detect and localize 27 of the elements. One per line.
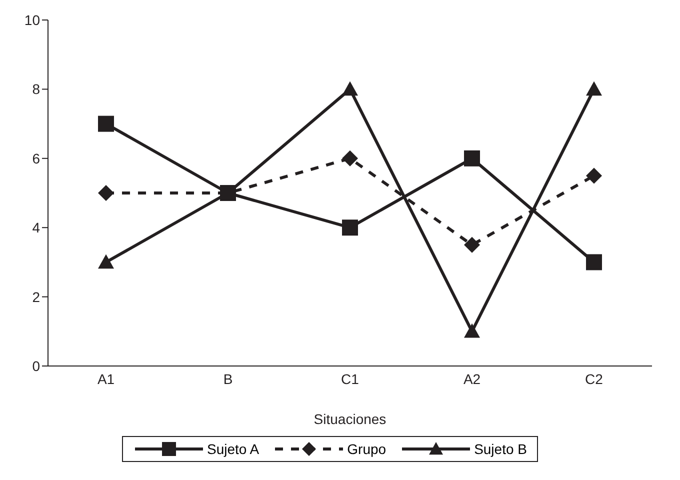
- x-tick-label: A1: [97, 370, 115, 387]
- point: [342, 81, 358, 96]
- point: [464, 323, 480, 338]
- x-tick-label: A2: [463, 370, 481, 387]
- y-tick-label: 8: [32, 81, 40, 98]
- legend-label: Sujeto B: [474, 441, 527, 457]
- point: [342, 150, 358, 166]
- y-tick-label: 6: [32, 150, 40, 166]
- point: [98, 116, 114, 132]
- point: [586, 254, 602, 270]
- legend-label: Sujeto A: [206, 441, 260, 457]
- point: [98, 254, 114, 269]
- x-tick-label: C2: [585, 370, 604, 387]
- point: [98, 185, 114, 201]
- x-axis-title: Situaciones: [314, 411, 386, 427]
- y-tick-label: 2: [32, 288, 40, 305]
- y-tick-label: 10: [24, 12, 40, 28]
- legend-label: Grupo: [347, 441, 386, 457]
- y-tick-label: 0: [32, 358, 40, 374]
- x-tick-label: B: [223, 370, 233, 387]
- point: [342, 220, 358, 236]
- point: [464, 150, 480, 166]
- x-tick-label: C1: [341, 370, 360, 387]
- point: [586, 81, 602, 96]
- point: [464, 236, 480, 253]
- point: [586, 168, 602, 184]
- y-tick-label: 4: [32, 220, 40, 236]
